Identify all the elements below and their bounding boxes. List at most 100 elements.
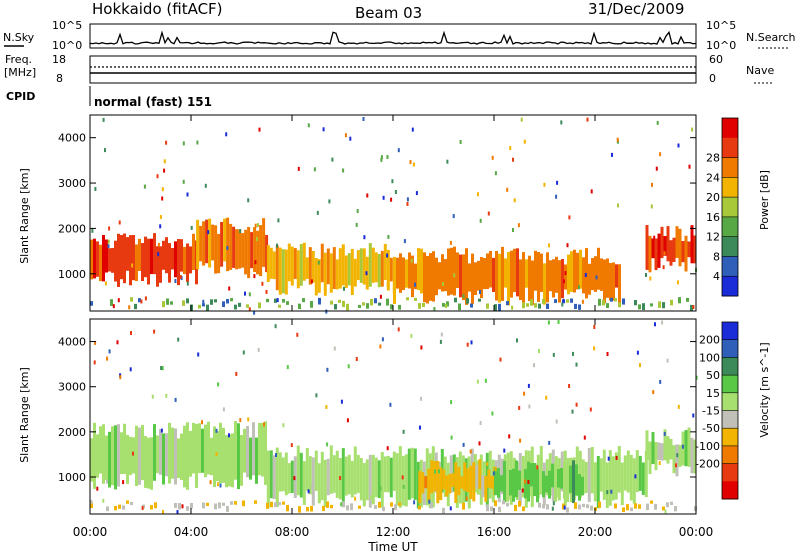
near-range-echo: [522, 302, 525, 309]
near-range-echo: [210, 299, 213, 305]
scatter-speckle: [433, 307, 436, 311]
echo-strip: [584, 461, 588, 493]
echo-strip: [462, 254, 465, 301]
echo-strip: [217, 233, 221, 274]
scatter-speckle: [362, 117, 365, 121]
echo-strip: [612, 262, 615, 301]
echo-strip: [495, 251, 498, 301]
scatter-speckle: [258, 127, 261, 132]
scatter-speckle: [106, 356, 109, 361]
scatter-speckle: [552, 352, 555, 357]
scatter-speckle: [652, 390, 655, 395]
echo-strip: [563, 461, 566, 499]
echo-strip: [481, 475, 485, 498]
echo-strip: [250, 232, 254, 269]
echo-strip: [411, 255, 414, 298]
scatter-speckle: [639, 363, 641, 368]
echo-strip: [252, 422, 255, 476]
echo-strip: [232, 226, 236, 268]
echo-strip: [329, 253, 333, 293]
echo-strip: [305, 448, 309, 491]
echo-strip: [284, 249, 288, 295]
scatter-speckle: [517, 223, 520, 228]
echo-strip: [405, 259, 408, 288]
echo-strip: [287, 243, 291, 282]
near-range-echo: [234, 304, 237, 310]
echo-strip: [374, 457, 378, 498]
echo-strip: [183, 246, 186, 275]
scatter-speckle: [466, 342, 469, 347]
echo-strip: [441, 254, 444, 292]
beam-label: Beam 03: [355, 4, 422, 22]
near-range-echo: [138, 298, 141, 303]
echo-strip: [506, 468, 509, 502]
echo-strip: [581, 459, 585, 495]
echo-strip: [189, 246, 192, 274]
y-tick-label: 4000: [58, 336, 86, 349]
near-range-echo: [406, 297, 409, 301]
scatter-speckle: [615, 455, 618, 460]
near-range-echo: [658, 301, 661, 308]
echo-strip: [147, 437, 150, 489]
scatter-speckle: [159, 215, 162, 219]
colorbar-tick-label: -15: [702, 405, 720, 418]
echo-strip: [102, 424, 105, 484]
scatter-speckle: [506, 468, 509, 473]
echo-strip: [99, 426, 102, 474]
scatter-speckle: [634, 474, 637, 479]
echo-strip: [344, 456, 348, 496]
near-range-echo: [554, 299, 557, 303]
echo-strip: [335, 259, 339, 290]
near-range-echo: [230, 298, 233, 302]
echo-strip: [204, 424, 207, 478]
near-range-echo: [638, 304, 641, 310]
echo-strip: [389, 257, 393, 282]
echo-strip: [311, 251, 315, 283]
scatter-speckle: [445, 304, 448, 308]
echo-strip: [266, 450, 270, 508]
echo-strip: [669, 438, 673, 460]
near-range-echo: [246, 304, 249, 308]
scatter-speckle: [276, 298, 279, 303]
echo-strip: [383, 243, 387, 280]
scatter-speckle: [90, 499, 93, 504]
echo-strip: [365, 459, 369, 501]
echo-strip: [320, 243, 324, 283]
echo-strip: [281, 457, 285, 492]
echo-strip: [105, 239, 108, 273]
near-range-echo: [266, 298, 269, 303]
echo-strip: [669, 240, 673, 266]
scatter-speckle: [94, 187, 97, 191]
scatter-speckle: [589, 407, 592, 412]
y-tick-label: 3000: [58, 381, 86, 394]
near-range-echo: [162, 301, 165, 308]
near-range-echo: [646, 503, 649, 511]
scatter-speckle: [293, 476, 296, 481]
echo-strip: [510, 250, 513, 298]
echo-strip: [174, 428, 177, 485]
echo-strip: [466, 468, 470, 493]
scatter-speckle: [479, 421, 482, 425]
echo-strip: [468, 263, 471, 292]
echo-strip: [507, 251, 510, 306]
scatter-speckle: [439, 339, 442, 344]
echo-strip: [302, 242, 306, 281]
near-range-echo: [90, 301, 93, 306]
scatter-speckle: [545, 395, 548, 400]
colorbar-segment: [722, 481, 738, 500]
near-range-echo: [490, 506, 493, 512]
nsky-panel: N.Sky 10^5 10^0 10^5 10^0 N.Search: [3, 19, 796, 52]
freq-frame: [89, 55, 697, 84]
scatter-speckle: [379, 486, 382, 491]
colorbar-segment: [722, 157, 738, 178]
echo-strip: [483, 258, 486, 290]
echo-strip: [108, 431, 111, 488]
scatter-speckle: [161, 366, 164, 371]
near-range-echo: [122, 505, 125, 510]
scatter-speckle: [658, 461, 661, 465]
scatter-speckle: [209, 480, 212, 485]
scatter-speckle: [354, 496, 357, 501]
scatter-speckle: [512, 228, 514, 232]
echo-strip: [123, 233, 126, 284]
echo-strip: [213, 426, 216, 487]
